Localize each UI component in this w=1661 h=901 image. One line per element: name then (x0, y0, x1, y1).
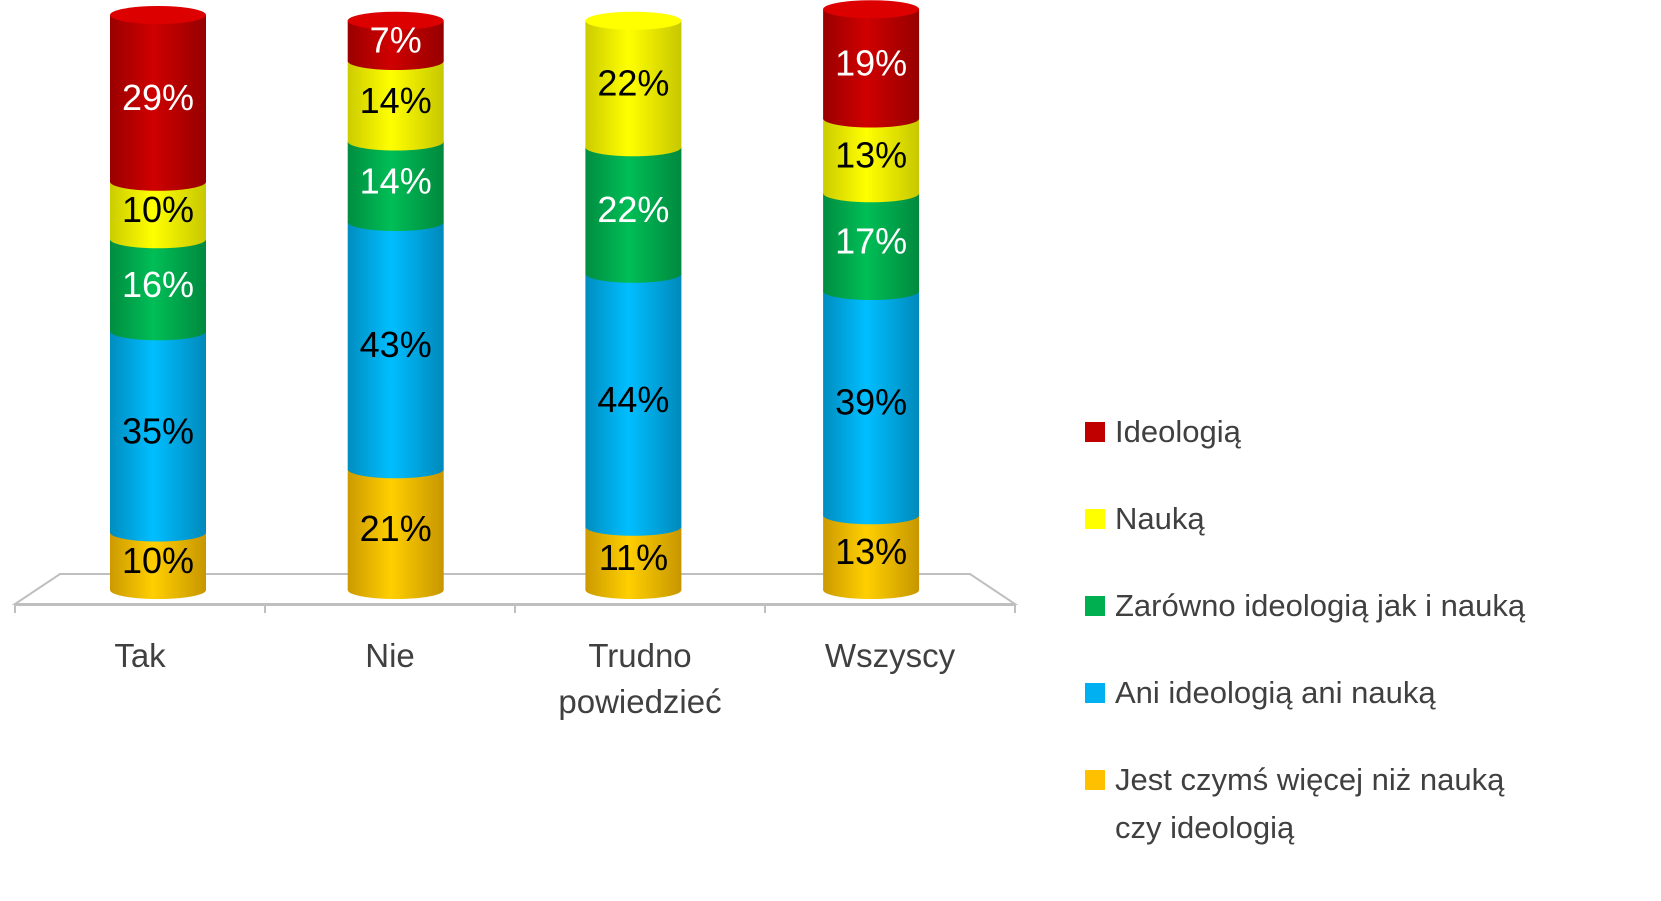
bar-segment (110, 181, 206, 249)
segment-bottom (347, 460, 444, 479)
value-label: 10% (122, 540, 194, 581)
x-tick-label: Wszyscy (824, 637, 956, 674)
legend-label: Ani ideologią ani nauką (1115, 675, 1436, 710)
value-label: 14% (360, 80, 432, 121)
segment-body (347, 61, 444, 142)
bar-segment (110, 239, 206, 341)
bar-segment (585, 273, 682, 536)
segment-body (823, 291, 920, 516)
x-tick-label: Tak (114, 637, 166, 674)
bar-segment (823, 193, 920, 300)
x-tick-label: Nie (365, 637, 415, 674)
value-label: 22% (597, 189, 669, 230)
bar-segment (585, 20, 682, 157)
legend-label: Jest czymś więcej niż nauką czy ideologi… (1115, 762, 1505, 845)
segment-body (110, 331, 206, 533)
legend-entry: Ideologią (1085, 408, 1555, 456)
bar-segment (347, 222, 444, 479)
segment-bottom (110, 322, 206, 341)
segment-bottom (823, 184, 920, 203)
segment-body (585, 147, 682, 274)
segment-body (823, 9, 920, 119)
bar-segment (585, 147, 682, 283)
segment-body (823, 193, 920, 291)
value-label: 16% (122, 264, 194, 305)
bar-segment (347, 141, 444, 231)
value-label: 10% (122, 189, 194, 230)
segment-bottom (585, 517, 682, 536)
value-label: 43% (360, 324, 432, 365)
legend-swatch (1085, 596, 1105, 616)
segment-body (585, 20, 682, 148)
value-label: 39% (835, 382, 907, 423)
value-label: 13% (835, 531, 907, 572)
cylinder-top (110, 6, 206, 24)
legend-entry: Jest czymś więcej niż nauką czy ideologi… (1085, 756, 1555, 852)
segment-bottom (585, 581, 682, 599)
legend-swatch (1085, 683, 1105, 703)
segment-bottom (585, 264, 682, 283)
value-label: 7% (370, 19, 422, 60)
value-label: 44% (597, 379, 669, 420)
segment-bottom (347, 132, 444, 151)
segment-body (823, 118, 920, 194)
segment-body (585, 526, 682, 590)
value-label: 19% (835, 42, 907, 83)
segment-bottom (347, 52, 444, 70)
bar-segment (823, 291, 920, 525)
legend-label: Nauką (1115, 501, 1205, 536)
segment-body (823, 515, 920, 590)
segment-bottom (823, 282, 920, 300)
segment-body (110, 239, 206, 332)
bar-segment (347, 469, 444, 599)
segment-body (585, 273, 682, 527)
segment-bottom (823, 109, 920, 128)
segment-bottom (823, 506, 920, 525)
segment-bottom (347, 581, 444, 599)
segment-body (347, 469, 444, 590)
segment-bottom (110, 581, 206, 599)
segment-body (110, 15, 206, 182)
value-label: 13% (835, 134, 907, 175)
segment-body (110, 181, 206, 240)
value-label: 11% (599, 537, 668, 578)
legend-swatch (1085, 509, 1105, 529)
legend-entry: Ani ideologią ani nauką (1085, 669, 1555, 717)
value-label: 17% (835, 221, 907, 262)
bar-segment (110, 532, 206, 599)
legend-entry: Nauką (1085, 495, 1555, 543)
bar-segment (110, 331, 206, 542)
segment-bottom (823, 581, 920, 599)
legend-swatch (1085, 422, 1105, 442)
bar-segment (823, 515, 920, 599)
value-label: 21% (360, 508, 432, 549)
segment-body (347, 222, 444, 470)
segment-bottom (110, 172, 206, 191)
cylinder-top (585, 11, 682, 30)
segment-bottom (110, 230, 206, 249)
bar-segment (347, 61, 444, 151)
value-label: 35% (122, 410, 194, 451)
legend-swatch (1085, 770, 1105, 790)
segment-body (110, 532, 206, 590)
segment-body (347, 141, 444, 222)
bar-segment (823, 9, 920, 128)
value-label: 14% (360, 160, 432, 201)
legend-entry: Zarówno ideologią jak i nauką (1085, 582, 1555, 630)
x-tick-label: Trudno powiedzieć (558, 637, 722, 720)
value-label: 29% (122, 77, 194, 118)
cylinder-top (823, 0, 920, 19)
bar-segment (110, 15, 206, 191)
segment-bottom (585, 138, 682, 157)
legend-label: Ideologią (1115, 414, 1241, 449)
value-label: 22% (597, 63, 669, 104)
cylinder-top (347, 11, 444, 30)
legend-label: Zarówno ideologią jak i nauką (1115, 588, 1526, 623)
bar-segment (585, 526, 682, 599)
segment-bottom (347, 213, 444, 231)
segment-bottom (110, 523, 206, 542)
bar-segment (823, 118, 920, 203)
